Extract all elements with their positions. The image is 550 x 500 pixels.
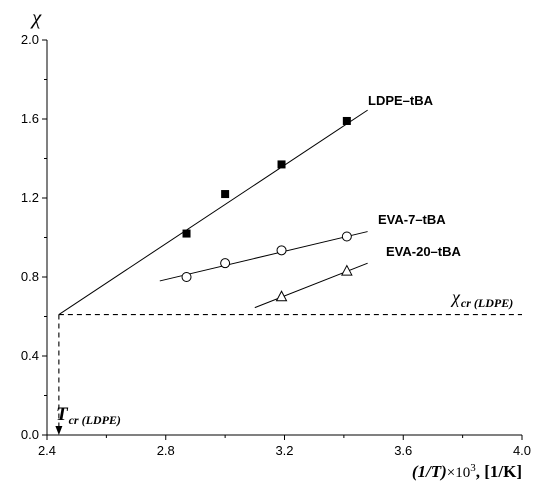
T-cr-arrowhead <box>55 426 63 435</box>
x-tick-label: 2.8 <box>157 443 175 458</box>
labels: χ(1/T)×103, [1/K]χcr (LDPE)Tcr (LDPE)LDP… <box>30 5 522 481</box>
x-axis-title-times: ×10 <box>447 465 470 481</box>
x-axis-title-unit: , [1/K] <box>476 462 522 481</box>
chi-cr-label-sub: cr (LDPE) <box>461 296 513 310</box>
y-tick-label: 0.0 <box>21 427 39 442</box>
fit-line-series-0 <box>58 109 368 315</box>
y-tick-label: 0.4 <box>21 348 39 363</box>
marker-circle <box>276 245 287 256</box>
fit-lines <box>55 109 522 435</box>
x-tick-label: 2.4 <box>38 443 56 458</box>
marker-triangle <box>275 290 288 302</box>
x-axis-title-main: (1/T) <box>412 462 447 481</box>
chi-cr-label: χcr (LDPE) <box>450 287 513 310</box>
y-tick-label: 0.8 <box>21 269 39 284</box>
series-label-2: EVA-20–tBA <box>386 244 462 259</box>
y-tick-label: 2.0 <box>21 32 39 47</box>
marker-triangle <box>341 264 353 276</box>
fit-line-series-2 <box>254 262 368 309</box>
y-tick-label: 1.2 <box>21 190 39 205</box>
T-cr-label-sub: cr (LDPE) <box>69 413 121 427</box>
T-cr-label-main: T <box>56 404 69 425</box>
axes: 0.0 0.4 0.8 1.2 1.6 2.0 2.4 2.8 3.2 3.6 4.0 <box>21 32 531 458</box>
T-cr-label: Tcr (LDPE) <box>56 404 121 427</box>
x-axis-title: (1/T)×103, [1/K] <box>412 462 522 481</box>
marker-square <box>342 116 351 125</box>
marker-square <box>221 190 230 199</box>
series-label-1: EVA-7–tBA <box>378 212 446 227</box>
marker-circle <box>181 272 192 282</box>
x-axis-title-power: 3 <box>470 462 476 474</box>
marker-square <box>277 160 286 169</box>
chi-cr-label-main: χ <box>450 287 461 307</box>
y-axis-title: χ <box>30 5 42 29</box>
y-tick-label: 1.6 <box>21 111 39 126</box>
x-tick-label: 3.6 <box>394 443 412 458</box>
x-tick-label: 3.2 <box>275 443 293 458</box>
x-tick-label: 4.0 <box>513 443 531 458</box>
marker-square <box>182 229 191 238</box>
fit-line-series-1 <box>159 231 368 282</box>
marker-circle <box>220 258 231 269</box>
marker-circle <box>341 231 352 242</box>
markers <box>181 116 353 302</box>
series-label-0: LDPE–tBA <box>368 93 434 108</box>
